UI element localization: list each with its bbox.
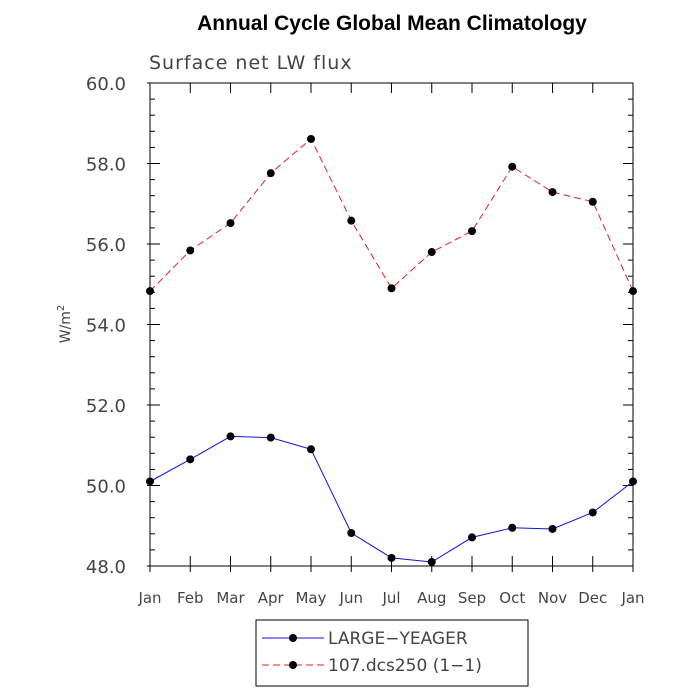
series-layer xyxy=(146,134,637,566)
data-point xyxy=(508,523,517,532)
data-point xyxy=(468,533,476,542)
x-tick-label: Apr xyxy=(258,589,285,607)
x-tick-label: Jul xyxy=(381,589,400,607)
data-point xyxy=(508,162,517,171)
x-tick-label: Mar xyxy=(216,589,245,607)
data-point xyxy=(427,557,436,566)
legend-frame xyxy=(255,619,529,687)
legend-marker-large-yeager xyxy=(289,634,297,642)
data-point xyxy=(266,433,275,442)
data-point xyxy=(266,169,275,178)
y-tick-label: 56.0 xyxy=(86,235,126,256)
data-point xyxy=(468,227,476,236)
x-tick-label: Oct xyxy=(499,589,525,607)
y-tick-label: 60.0 xyxy=(86,74,126,95)
data-point xyxy=(427,248,436,257)
y-tick-label: 50.0 xyxy=(86,477,126,498)
chart-subtitle: Surface net LW flux xyxy=(149,52,353,74)
x-tick-label: Jan xyxy=(137,589,161,607)
y-tick-labels: 48.0 50.0 52.0 54.0 56.0 58.0 60.0 xyxy=(86,74,126,578)
data-point xyxy=(629,477,637,486)
legend-label-large-yeager: LARGE−YEAGER xyxy=(328,629,468,649)
x-tick-label: Sep xyxy=(458,589,486,607)
x-tick-label: Aug xyxy=(417,589,446,607)
legend-label-dcs250: 107.dcs250 (1−1) xyxy=(328,656,482,676)
x-tick-labels: Jan Feb Mar Apr May Jun Jul Aug Sep Oct Nov Dec Jan xyxy=(137,589,644,607)
x-tick-label: Nov xyxy=(538,589,567,607)
data-point xyxy=(347,216,356,225)
y-axis-label: W/m2 xyxy=(56,305,74,344)
y-axis-label-superscript: 2 xyxy=(56,305,67,311)
data-point xyxy=(387,284,396,293)
data-point xyxy=(186,246,195,255)
y-axis-label-unit: W/m xyxy=(58,311,74,343)
data-point xyxy=(186,455,195,464)
x-tick-label: Feb xyxy=(177,589,204,607)
series-line-0 xyxy=(149,435,634,563)
legend: LARGE−YEAGER 107.dcs250 (1−1) xyxy=(255,619,529,687)
chart-title: Annual Cycle Global Mean Climatology xyxy=(197,12,587,35)
legend-marker-dcs250 xyxy=(289,661,297,669)
data-point xyxy=(588,508,597,517)
y-tick-label: 58.0 xyxy=(86,155,126,176)
data-point xyxy=(307,445,315,454)
y-tick-label: 54.0 xyxy=(86,316,126,337)
data-point xyxy=(347,528,356,537)
data-point xyxy=(226,432,235,441)
data-point xyxy=(307,134,315,143)
series-line-1 xyxy=(149,138,634,292)
data-point xyxy=(146,287,154,296)
data-point xyxy=(548,524,557,533)
x-tick-label: Jun xyxy=(339,589,363,607)
plot-frame xyxy=(149,82,634,567)
x-tick-label: Dec xyxy=(578,589,607,607)
x-tick-label: May xyxy=(295,589,326,607)
data-point xyxy=(548,188,557,197)
x-tick-label: Jan xyxy=(620,589,644,607)
data-point xyxy=(588,197,597,206)
data-point xyxy=(629,287,637,296)
data-point xyxy=(387,553,396,562)
data-point xyxy=(146,477,154,486)
y-tick-label: 48.0 xyxy=(86,557,126,578)
axis-ticks xyxy=(147,82,634,572)
data-point xyxy=(226,219,235,228)
y-tick-label: 52.0 xyxy=(86,396,126,417)
